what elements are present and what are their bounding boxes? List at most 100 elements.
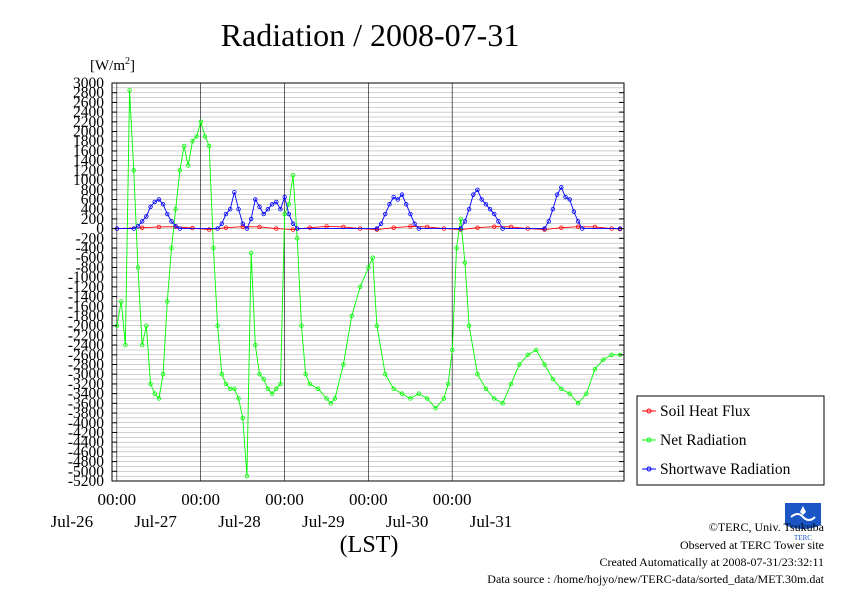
series-point-3 <box>550 206 556 212</box>
series-point-3 <box>295 226 300 231</box>
y-tick-label: 200 <box>81 211 105 228</box>
series-point-2 <box>383 372 388 377</box>
series-point-3 <box>378 221 384 226</box>
series-point-2 <box>374 323 380 328</box>
series-point-2 <box>236 396 241 401</box>
y-tick-label: 2200 <box>73 114 104 131</box>
x-tick-date-label: Jul-27 <box>134 512 177 531</box>
series-point-2 <box>290 173 296 178</box>
y-axis-unit-label: [W/m2] <box>90 56 135 74</box>
series-point-3 <box>575 219 581 224</box>
series-point-2 <box>328 401 333 406</box>
series-point-2 <box>458 216 463 222</box>
x-tick-date-label: Jul-30 <box>386 512 429 531</box>
series-point-3 <box>236 206 241 212</box>
y-tick-label: -2200 <box>68 327 104 344</box>
y-tick-label: -5000 <box>68 463 104 480</box>
series-point-3 <box>471 192 476 197</box>
series-line-3 <box>117 186 620 230</box>
series-point-2 <box>416 391 421 396</box>
terc-logo: TERC <box>785 503 821 542</box>
series-point-3 <box>416 226 421 231</box>
y-tick-label: 2000 <box>73 124 104 141</box>
series-point-2 <box>399 391 405 396</box>
series-point-2 <box>584 391 589 396</box>
series-point-2 <box>118 299 124 304</box>
series-point-2 <box>303 372 308 377</box>
series-point-2 <box>366 265 371 270</box>
series-point-2 <box>450 347 455 353</box>
series-point-3 <box>223 211 229 217</box>
series-point-2 <box>559 386 564 391</box>
series-point-2 <box>177 168 183 173</box>
series-point-3 <box>177 226 183 231</box>
y-tick-label: 800 <box>81 182 105 199</box>
series-point-2 <box>202 134 208 139</box>
series-point-3 <box>387 202 392 207</box>
series-point-3 <box>383 211 388 217</box>
series-point-2 <box>232 386 237 391</box>
series-point-2 <box>248 250 254 256</box>
series-point-1 <box>492 224 497 229</box>
footer: ©TERC, Univ. Tsukuba Observed at TERC To… <box>487 520 824 586</box>
logo-drop <box>800 506 806 515</box>
series-point-3 <box>165 211 170 217</box>
series-point-3 <box>479 197 484 202</box>
series-point-3 <box>274 199 279 205</box>
y-tick-label: 1200 <box>73 162 104 179</box>
y-tick-label: -400 <box>76 240 105 257</box>
series-point-3 <box>546 219 551 224</box>
y-tick-label: 1400 <box>73 153 104 170</box>
y-tick-label: -3000 <box>68 366 104 383</box>
series-point-3 <box>278 206 283 212</box>
series-point-3 <box>487 206 493 212</box>
series-point-2 <box>227 386 233 391</box>
series-point-2 <box>575 401 581 406</box>
series-point-2 <box>517 362 522 367</box>
series-point-2 <box>508 381 514 387</box>
series-point-3 <box>408 211 413 217</box>
series-point-2 <box>181 143 187 149</box>
y-tick-label: 2400 <box>73 104 104 121</box>
series-point-3 <box>567 197 572 202</box>
series-point-1 <box>223 225 229 230</box>
series-point-3 <box>483 202 489 207</box>
series-point-2 <box>533 347 539 353</box>
series-point-2 <box>567 391 572 396</box>
series-point-2 <box>454 245 459 251</box>
series-point-1 <box>408 224 413 229</box>
series-point-2 <box>295 236 300 241</box>
series-point-2 <box>207 143 212 149</box>
series-point-1 <box>274 226 279 231</box>
series-point-1 <box>240 224 245 229</box>
y-tick-label: -3600 <box>68 395 104 412</box>
series-point-2 <box>282 211 287 217</box>
series-point-1 <box>190 225 195 231</box>
series-point-3 <box>244 226 250 231</box>
chart-title: Radiation / 2008-07-31 <box>221 17 520 53</box>
series-point-2 <box>194 134 199 139</box>
series-point-3 <box>399 192 405 197</box>
series-point-1 <box>290 227 296 232</box>
y-tick-label: 2600 <box>73 94 104 111</box>
series-point-3 <box>559 185 564 190</box>
y-tick-label: -2000 <box>68 318 104 335</box>
y-tick-label: 1600 <box>73 143 104 160</box>
series-point-2 <box>139 342 145 348</box>
y-tick-label: 1000 <box>73 172 104 189</box>
y-tick-label: -4600 <box>68 444 104 461</box>
series-point-2 <box>274 386 279 391</box>
series-point-3 <box>269 202 275 207</box>
series-point-2 <box>215 323 220 328</box>
x-tick-date-label: Jul-29 <box>302 512 345 531</box>
series-point-2 <box>433 405 438 411</box>
series-point-2 <box>370 255 375 260</box>
series-point-3 <box>131 226 136 231</box>
series-point-2 <box>135 265 141 270</box>
series-point-1 <box>475 225 480 230</box>
series-point-1 <box>207 227 212 232</box>
series-point-2 <box>475 372 480 377</box>
series-point-2 <box>550 376 556 382</box>
y-tick-label: 1800 <box>73 133 104 150</box>
